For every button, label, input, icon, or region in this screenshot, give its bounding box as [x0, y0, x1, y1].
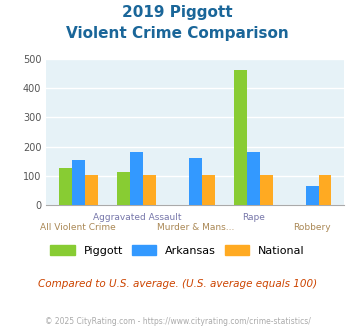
Bar — [260, 175, 273, 205]
Text: All Violent Crime: All Violent Crime — [40, 223, 116, 232]
Bar — [72, 160, 85, 205]
Text: Rape: Rape — [242, 213, 265, 222]
Bar — [202, 175, 214, 205]
Bar — [234, 70, 247, 205]
Bar — [59, 168, 72, 205]
Bar — [247, 152, 260, 205]
Text: Murder & Mans...: Murder & Mans... — [157, 223, 234, 232]
Bar — [143, 175, 156, 205]
Text: Violent Crime Comparison: Violent Crime Comparison — [66, 26, 289, 41]
Bar — [130, 152, 143, 205]
Bar — [189, 157, 202, 205]
Bar — [306, 186, 319, 205]
Text: © 2025 CityRating.com - https://www.cityrating.com/crime-statistics/: © 2025 CityRating.com - https://www.city… — [45, 317, 310, 326]
Bar — [118, 172, 130, 205]
Text: Aggravated Assault: Aggravated Assault — [93, 213, 181, 222]
Text: 2019 Piggott: 2019 Piggott — [122, 5, 233, 20]
Bar — [319, 175, 332, 205]
Bar — [85, 175, 98, 205]
Text: Robbery: Robbery — [293, 223, 331, 232]
Legend: Piggott, Arkansas, National: Piggott, Arkansas, National — [47, 242, 308, 259]
Text: Compared to U.S. average. (U.S. average equals 100): Compared to U.S. average. (U.S. average … — [38, 279, 317, 289]
